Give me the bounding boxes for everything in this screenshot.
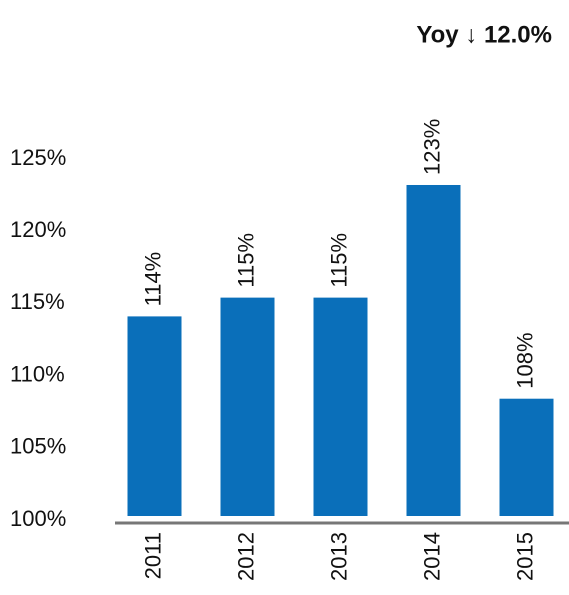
bar (499, 398, 554, 516)
value-label: 108% (512, 332, 537, 388)
value-label: 123% (419, 119, 444, 175)
bar (313, 297, 368, 516)
x-tick-label: 2013 (326, 532, 351, 581)
value-label: 115% (326, 233, 351, 288)
bar (406, 184, 461, 516)
y-tick-label: 110% (10, 361, 65, 386)
value-label: 114% (140, 252, 165, 307)
x-tick-label: 2012 (233, 532, 258, 581)
y-tick-label: 105% (10, 434, 66, 459)
x-tick-label: 2014 (419, 532, 444, 581)
y-tick-label: 125% (10, 145, 66, 170)
value-label: 115% (233, 233, 258, 288)
bar (220, 297, 275, 516)
x-tick-label: 2011 (140, 532, 165, 579)
y-tick-label: 100% (10, 506, 66, 531)
bar (127, 316, 182, 516)
y-tick-label: 115% (10, 289, 65, 314)
y-tick-label: 120% (10, 217, 66, 242)
annotation: Yoy ↓ 12.0% (416, 21, 552, 48)
x-tick-label: 2015 (512, 532, 537, 581)
